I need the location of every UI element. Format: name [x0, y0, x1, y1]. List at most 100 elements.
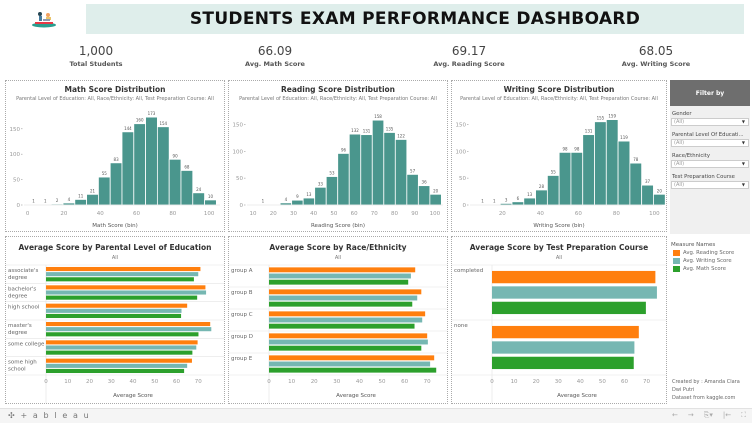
dropdown-arrow-icon[interactable]: ▼	[741, 140, 745, 145]
bar-value-label: 78	[633, 157, 639, 162]
parental-education-dropdown[interactable]: (All) ▼	[671, 139, 749, 147]
x-tick-label: 40	[97, 211, 104, 217]
race-ethnicity-panel[interactable]: Average Score by Race/Ethnicity All group …	[228, 236, 448, 404]
x-tick-label: 10	[64, 379, 71, 385]
test-prep-chart[interactable]: Average Score by Test Preparation Course…	[452, 237, 666, 403]
y-tick-label: 100	[456, 149, 467, 155]
bar-value-label: 9	[296, 194, 299, 199]
test-prep-dropdown[interactable]: (All) ▼	[671, 181, 749, 189]
undo-icon[interactable]: ←	[671, 411, 678, 419]
y-tick-label: 100	[233, 149, 244, 155]
histogram-bar	[314, 186, 327, 206]
share-icon[interactable]: ⎘▾	[703, 411, 713, 419]
bar-value-label: 1	[481, 198, 484, 203]
legend-label: Avg. Math Score	[683, 266, 726, 272]
category-label: master's	[8, 323, 32, 329]
histogram-bar	[74, 199, 88, 206]
revert-icon[interactable]: |←	[722, 411, 732, 419]
category-label: group A	[231, 268, 253, 274]
test-prep-panel[interactable]: Average Score by Test Preparation Course…	[451, 236, 667, 404]
writing-distribution-chart[interactable]: Writing Score Distribution Parental Level…	[452, 81, 666, 231]
histogram-bar	[145, 116, 158, 206]
filter-label: Test Preparation Course	[672, 174, 735, 180]
histogram-bar	[383, 132, 396, 206]
category-label: none	[454, 323, 468, 329]
kpi-avg-writing: 68.05 Avg. Writing Score	[596, 44, 716, 68]
bar-value-label: 90	[173, 153, 179, 158]
dropdown-value: (All)	[674, 161, 685, 167]
dropdown-arrow-icon[interactable]: ▼	[741, 161, 745, 166]
histogram-bar	[653, 193, 666, 206]
math-swatch	[673, 266, 680, 272]
category-label: degree	[8, 293, 28, 299]
kpi-label: Avg. Math Score	[245, 60, 305, 68]
bar-value-label: 83	[114, 157, 120, 162]
reading-distribution-panel[interactable]: Reading Score Distribution Parental Level…	[228, 80, 448, 232]
x-axis-title: Writing Score (bin)	[533, 223, 584, 229]
category-label: group C	[231, 312, 253, 318]
dashboard-title-bar: STUDENTS EXAM PERFORMANCE DASHBOARD	[86, 4, 744, 34]
legend-item-math[interactable]: Avg. Math Score	[671, 266, 752, 272]
x-tick-label: 0	[267, 379, 271, 385]
histogram-bar	[204, 199, 217, 206]
gender-dropdown[interactable]: (All) ▼	[671, 118, 749, 126]
bar-avg-writing-score	[269, 339, 428, 345]
parental-education-chart[interactable]: Average Score by Parental Level of Educa…	[6, 237, 224, 403]
bar-avg-math-score	[46, 368, 185, 374]
x-tick-label: 100	[649, 211, 660, 217]
histogram-bar	[156, 126, 170, 206]
dropdown-arrow-icon[interactable]: ▼	[741, 182, 745, 187]
legend-item-writing[interactable]: Avg. Writing Score	[671, 258, 752, 264]
kpi-label: Total Students	[69, 60, 123, 68]
histogram-bar	[180, 170, 194, 206]
bar-value-label: 13	[527, 192, 533, 197]
x-tick-label: 10	[511, 379, 518, 385]
category-label: high school	[8, 305, 40, 311]
x-tick-label: 60	[351, 211, 358, 217]
x-tick-label: 60	[173, 379, 180, 385]
redo-icon[interactable]: →	[687, 411, 694, 419]
bar-value-label: 28	[539, 184, 545, 189]
legend-label: Avg. Writing Score	[683, 258, 732, 264]
category-label: group D	[231, 334, 253, 340]
x-axis-title: Reading Score (bin)	[311, 223, 365, 229]
math-distribution-chart[interactable]: Math Score Distribution Parental Level of…	[6, 81, 224, 231]
race-ethnicity-dropdown[interactable]: (All) ▼	[671, 160, 749, 168]
reading-distribution-chart[interactable]: Reading Score Distribution Parental Level…	[229, 81, 447, 231]
kpi-avg-math: 66.09 Avg. Math Score	[215, 44, 335, 68]
bar-avg-writing-score	[269, 295, 418, 301]
category-label: group E	[231, 356, 253, 362]
parental-education-panel[interactable]: Average Score by Parental Level of Educa…	[5, 236, 225, 404]
kpi-value: 1,000	[78, 44, 114, 58]
chart-title: Reading Score Distribution	[281, 85, 395, 94]
legend-item-reading[interactable]: Avg. Reading Score	[671, 250, 752, 256]
dropdown-value: (All)	[674, 182, 685, 188]
fullscreen-icon[interactable]: ⛶	[741, 411, 746, 419]
math-distribution-panel[interactable]: Math Score Distribution Parental Level of…	[5, 80, 225, 232]
x-tick-label: 10	[250, 211, 257, 217]
chart-title: Math Score Distribution	[65, 85, 166, 94]
x-tick-label: 0	[44, 379, 48, 385]
histogram-bar	[523, 197, 536, 206]
x-tick-label: 100	[204, 211, 215, 217]
dropdown-arrow-icon[interactable]: ▼	[741, 119, 745, 124]
x-tick-label: 60	[621, 379, 628, 385]
y-tick-label: 50	[459, 176, 466, 182]
tableau-logo[interactable]: ✣ + a b l e a u	[8, 411, 90, 420]
histogram-bar	[394, 139, 408, 206]
bar-value-label: 144	[124, 126, 132, 131]
tableau-toolbar: ✣ + a b l e a u ← → ⎘▾ |← ⛶	[0, 408, 752, 423]
filter-race-ethnicity: Race/Ethnicity (All) ▼	[671, 153, 749, 168]
bar-value-label: 1	[262, 198, 265, 203]
filter-label: Parental Level Of Educati...	[672, 132, 744, 138]
bar-avg-writing-score	[269, 273, 411, 279]
kpi-label: Avg. Writing Score	[621, 60, 691, 68]
x-tick-label: 60	[133, 211, 140, 217]
bar-avg-writing-score	[492, 341, 635, 354]
race-ethnicity-chart[interactable]: Average Score by Race/Ethnicity All group …	[229, 237, 447, 403]
bar-avg-math-score	[492, 356, 634, 370]
category-label: degree	[8, 275, 28, 281]
bar-avg-reading-score	[46, 340, 198, 345]
writing-distribution-panel[interactable]: Writing Score Distribution Parental Level…	[451, 80, 667, 232]
x-tick-label: 80	[169, 211, 176, 217]
